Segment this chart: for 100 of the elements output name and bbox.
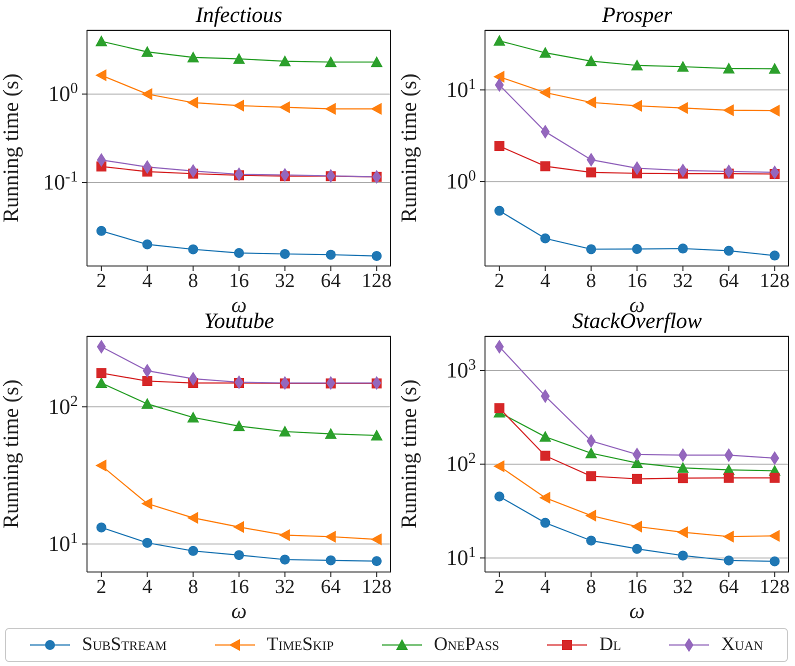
point: [142, 538, 152, 548]
point: [370, 533, 382, 546]
point: [494, 141, 504, 152]
y-tick-label: 10$^{1}$: [446, 543, 476, 570]
legend-label: TimeSkip: [266, 634, 334, 656]
x-tick-label: 8: [586, 576, 596, 598]
point: [540, 450, 550, 461]
point: [324, 56, 337, 68]
point: [540, 233, 550, 244]
point: [770, 472, 780, 483]
x-tick-label: 64: [718, 576, 739, 598]
point: [631, 59, 644, 70]
point: [724, 246, 734, 256]
point: [187, 411, 200, 422]
y-tick-label: 10$^{0}$: [48, 80, 78, 106]
point: [632, 544, 642, 554]
point: [678, 244, 688, 254]
x-tick-label: 2: [494, 576, 504, 598]
point: [141, 46, 154, 57]
y-tick-label: 10$^{2}$: [446, 450, 476, 476]
point: [324, 428, 337, 439]
point: [493, 70, 504, 83]
point: [586, 244, 596, 254]
point: [678, 550, 688, 561]
point: [494, 492, 504, 502]
point: [585, 447, 598, 458]
point: [280, 554, 290, 565]
point: [676, 60, 689, 72]
point: [493, 460, 504, 472]
point: [372, 556, 382, 566]
point: [539, 86, 550, 99]
x-tick-label: 32: [274, 576, 295, 598]
point: [188, 546, 198, 556]
point: [95, 377, 108, 388]
legend-label: SubStream: [82, 634, 167, 656]
point: [722, 530, 734, 543]
x-tick-label: 2: [96, 270, 106, 292]
point: [326, 250, 336, 260]
point: [95, 460, 106, 472]
x-tick-label: 32: [672, 576, 693, 598]
point: [324, 102, 336, 115]
point: [233, 521, 244, 533]
point: [632, 474, 642, 484]
point: [676, 102, 688, 114]
point: [586, 471, 596, 482]
point: [493, 34, 506, 46]
x-tick-label: 64: [320, 576, 341, 598]
x-tick-label: 128: [362, 270, 392, 292]
point: [586, 536, 596, 546]
point: [187, 512, 198, 524]
point: [585, 510, 596, 522]
x-tick-label: 4: [142, 270, 152, 292]
point: [724, 472, 734, 483]
point: [233, 100, 244, 112]
point: [770, 556, 780, 566]
point: [724, 555, 734, 566]
x-tick-label: 8: [188, 270, 198, 292]
point: [234, 550, 244, 560]
point: [233, 52, 246, 64]
x-tick-label: 16: [627, 576, 648, 598]
x-tick-label: 4: [142, 576, 152, 598]
point: [96, 368, 106, 378]
x-tick-label: 8: [586, 270, 596, 292]
point: [586, 167, 596, 178]
point: [585, 55, 598, 66]
point: [722, 62, 735, 74]
y-tick-label: 10$^{-1}$: [43, 168, 78, 195]
point: [324, 530, 336, 543]
point: [326, 555, 336, 566]
point: [188, 244, 198, 254]
chart-title: Infectious: [194, 2, 284, 28]
point: [280, 248, 290, 259]
x-tick-label: 4: [540, 270, 550, 292]
point: [141, 88, 152, 100]
x-tick-label: 4: [540, 576, 550, 598]
x-tick-label: 32: [274, 270, 295, 292]
y-tick-label: 10$^{1}$: [48, 529, 78, 556]
x-tick-label: 8: [188, 576, 198, 598]
x-tick-label: 64: [320, 270, 341, 292]
point: [141, 398, 154, 409]
point: [678, 473, 688, 484]
point: [95, 35, 108, 46]
point: [494, 403, 504, 414]
point: [233, 420, 246, 432]
x-tick-label: 32: [672, 270, 693, 292]
legend-label: Xuan: [721, 634, 763, 656]
x-tick-label: 64: [718, 270, 739, 292]
point: [96, 522, 106, 532]
x-tick-label: 16: [229, 270, 250, 292]
point: [95, 69, 106, 82]
point: [187, 51, 200, 62]
legend-label: Dl: [599, 634, 622, 656]
point: [494, 206, 504, 216]
point: [632, 244, 642, 254]
point: [768, 530, 780, 542]
point: [676, 526, 688, 538]
x-tick-label: 16: [229, 576, 250, 598]
point: [722, 104, 734, 116]
point: [278, 529, 290, 542]
point: [372, 250, 382, 261]
